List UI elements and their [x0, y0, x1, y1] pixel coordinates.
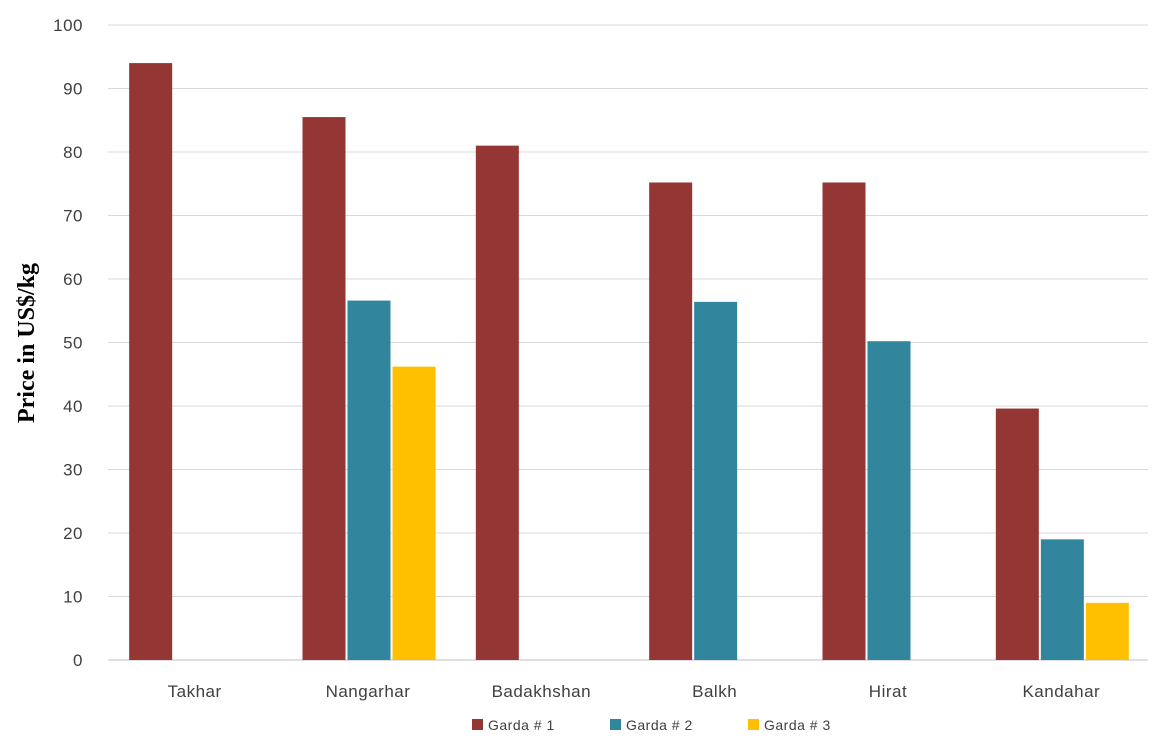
bar-garda-1-takhar [129, 63, 173, 661]
bar-garda-3-kandahar [1085, 602, 1129, 660]
y-tick-label: 40 [63, 397, 83, 416]
x-tick-label: Takhar [168, 682, 222, 701]
bar-garda-1-balkh [649, 182, 693, 661]
bar-garda-1-hirat [822, 182, 866, 661]
bar-garda-1-nangarhar [302, 117, 346, 660]
bar-garda-2-kandahar [1040, 539, 1084, 660]
gridlines [108, 24, 1148, 661]
legend-swatch [748, 719, 759, 730]
x-axis-ticks: Takhar Nangarhar Badakhshan Balkh Hirat Kanda… [168, 682, 1100, 701]
y-tick-label: 0 [73, 651, 83, 670]
y-tick-label: 100 [53, 16, 83, 35]
y-tick-label: 10 [63, 588, 83, 607]
bar-garda-3-nangarhar [392, 366, 436, 660]
y-axis-label: Price in US$/kg [14, 263, 40, 423]
y-tick-label: 60 [63, 270, 83, 289]
bar-garda-1-badakhshan [475, 145, 519, 660]
x-tick-label: Nangarhar [326, 682, 411, 701]
bar-garda-1-kandahar [995, 408, 1039, 660]
legend-label: Garda # 1 [488, 717, 555, 733]
legend-swatch [610, 719, 621, 730]
y-axis-ticks: 0 10 20 30 40 50 60 70 80 90 100 [53, 16, 83, 670]
bar-garda-2-nangarhar [347, 300, 391, 660]
x-tick-label: Kandahar [1022, 682, 1100, 701]
legend-label: Garda # 3 [764, 717, 831, 733]
legend-label: Garda # 2 [626, 717, 693, 733]
y-tick-label: 20 [63, 524, 83, 543]
x-tick-label: Balkh [692, 682, 737, 701]
y-tick-label: 80 [63, 143, 83, 162]
bar-garda-2-balkh [694, 301, 738, 660]
legend: Garda # 1 Garda # 2 Garda # 3 [472, 717, 831, 733]
legend-swatch [472, 719, 483, 730]
x-tick-label: Hirat [869, 682, 907, 701]
y-tick-label: 50 [63, 334, 83, 353]
x-tick-label: Badakhshan [492, 682, 592, 701]
bars [129, 63, 1129, 661]
y-tick-label: 70 [63, 207, 83, 226]
y-tick-label: 30 [63, 461, 83, 480]
bar-garda-2-hirat [867, 341, 911, 660]
y-tick-label: 90 [63, 80, 83, 99]
